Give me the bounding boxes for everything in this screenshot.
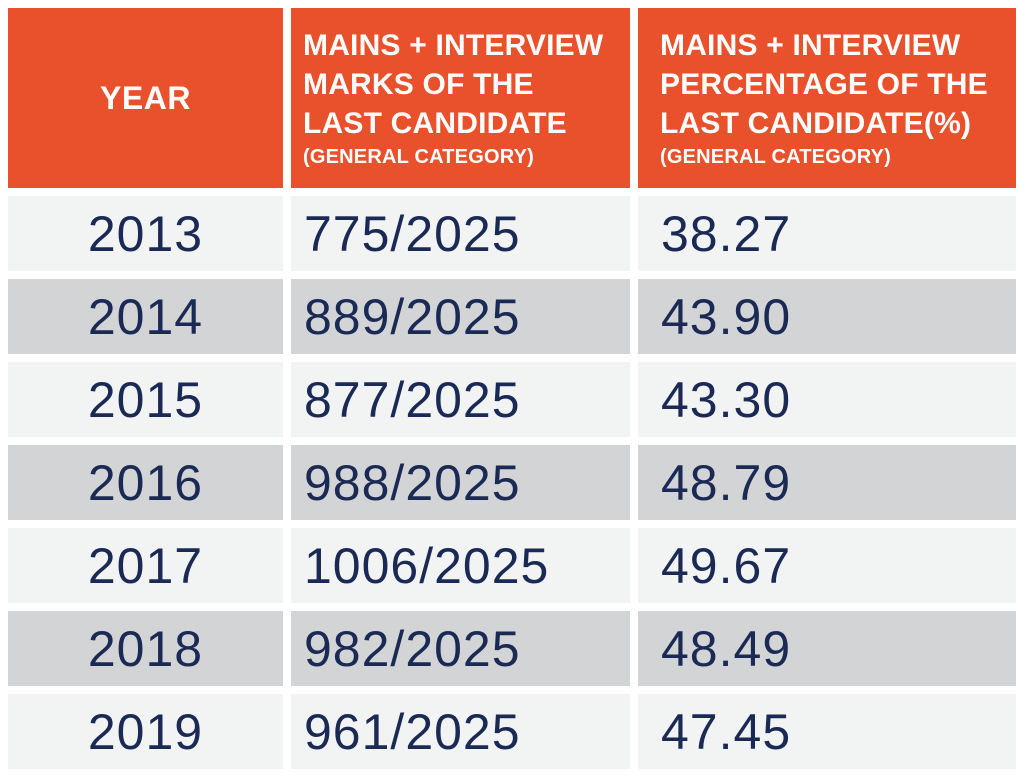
year-cell: 2016 — [8, 445, 283, 520]
marks-cell: 889/2025 — [291, 279, 630, 354]
header-percentage-subtitle: (GENERAL CATEGORY) — [660, 146, 892, 168]
header-year-label: YEAR — [100, 79, 191, 116]
percentage-cell: 48.79 — [638, 445, 1016, 520]
header-marks-title: MAINS + INTERVIEW MARKS OF THE LAST CAND… — [303, 29, 604, 140]
percentage-cell: 49.67 — [638, 528, 1016, 603]
marks-cell: 961/2025 — [291, 694, 630, 769]
marks-cell: 775/2025 — [291, 196, 630, 271]
table-row: 2017 1006/2025 49.67 — [8, 528, 1016, 603]
header-marks: MAINS + INTERVIEW MARKS OF THE LAST CAND… — [291, 8, 630, 188]
table-body: 2013 775/2025 38.27 2014 889/2025 43.90 … — [8, 196, 1016, 769]
year-cell: 2015 — [8, 362, 283, 437]
marks-cell: 988/2025 — [291, 445, 630, 520]
table-row: 2013 775/2025 38.27 — [8, 196, 1016, 271]
table-row: 2016 988/2025 48.79 — [8, 445, 1016, 520]
table-row: 2018 982/2025 48.49 — [8, 611, 1016, 686]
marks-cell: 1006/2025 — [291, 528, 630, 603]
table-row: 2019 961/2025 47.45 — [8, 694, 1016, 769]
marks-cell: 982/2025 — [291, 611, 630, 686]
percentage-cell: 43.90 — [638, 279, 1016, 354]
percentage-cell: 48.49 — [638, 611, 1016, 686]
table-row: 2014 889/2025 43.90 — [8, 279, 1016, 354]
year-cell: 2017 — [8, 528, 283, 603]
marks-cell: 877/2025 — [291, 362, 630, 437]
percentage-cell: 38.27 — [638, 196, 1016, 271]
year-cell: 2013 — [8, 196, 283, 271]
year-cell: 2014 — [8, 279, 283, 354]
header-percentage: MAINS + INTERVIEW PERCENTAGE OF THE LAST… — [638, 8, 1016, 188]
year-cell: 2018 — [8, 611, 283, 686]
percentage-cell: 43.30 — [638, 362, 1016, 437]
header-percentage-title: MAINS + INTERVIEW PERCENTAGE OF THE LAST… — [660, 29, 988, 140]
header-row: YEAR MAINS + INTERVIEW MARKS OF THE LAST… — [8, 8, 1016, 188]
percentage-cell: 47.45 — [638, 694, 1016, 769]
table-row: 2015 877/2025 43.30 — [8, 362, 1016, 437]
header-marks-subtitle: (GENERAL CATEGORY) — [303, 146, 535, 168]
year-cell: 2019 — [8, 694, 283, 769]
header-year: YEAR — [8, 8, 283, 188]
